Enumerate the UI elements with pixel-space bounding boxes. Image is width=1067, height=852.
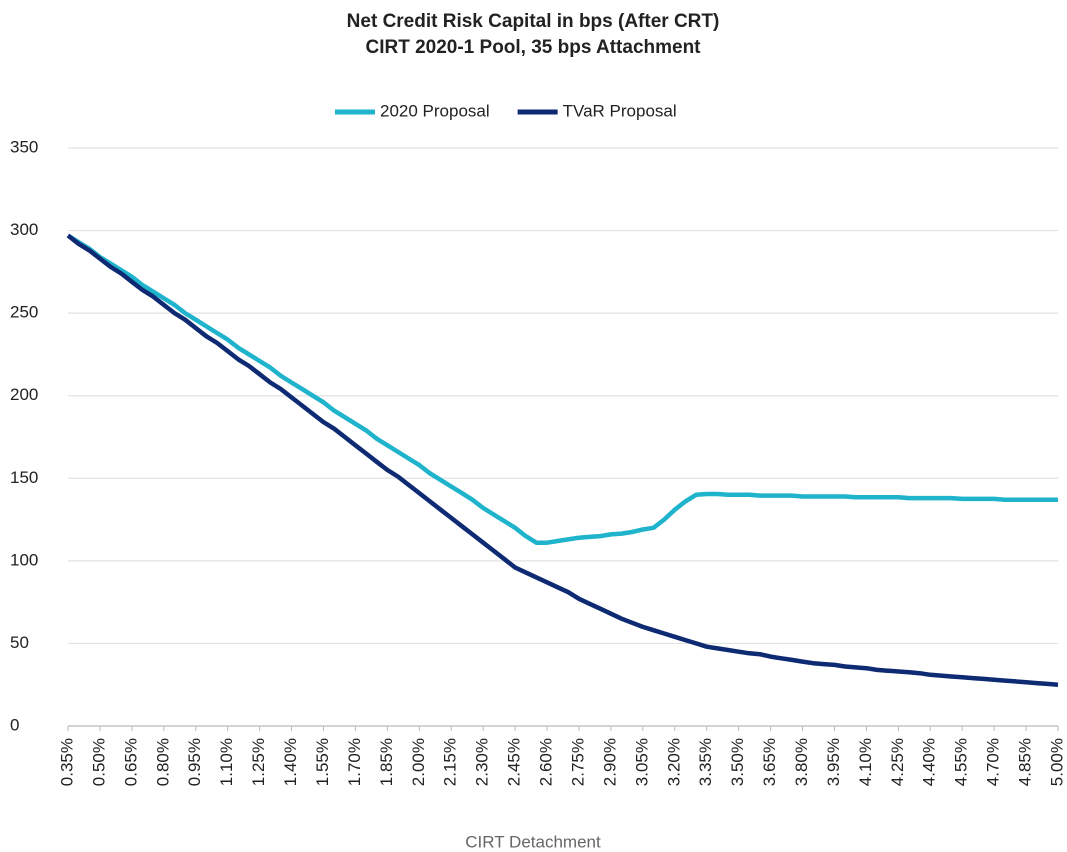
x-tick-label: 3.20% (664, 738, 683, 786)
x-tick-label: 4.25% (888, 738, 907, 786)
y-tick-label: 300 (10, 220, 38, 239)
x-tick-label: 4.85% (1016, 738, 1035, 786)
x-axis-label: CIRT Detachment (465, 832, 601, 851)
x-tick-label: 0.80% (153, 738, 172, 786)
y-tick-label: 0 (10, 715, 19, 734)
x-tick-label: 4.40% (920, 738, 939, 786)
x-tick-label: 1.85% (377, 738, 396, 786)
series-line (66, 233, 1058, 545)
legend-label: TVaR Proposal (563, 101, 677, 120)
x-tick-label: 2.75% (568, 738, 587, 786)
x-tick-label: 3.35% (696, 738, 715, 786)
series-line (66, 233, 1059, 687)
x-tick-label: 0.95% (185, 738, 204, 786)
x-tick-label: 1.55% (313, 738, 332, 786)
x-tick-label: 4.10% (856, 738, 875, 786)
y-tick-label: 100 (10, 550, 38, 569)
x-tick-label: 3.65% (760, 738, 779, 786)
y-tick-label: 350 (10, 137, 38, 156)
y-tick-label: 200 (10, 385, 38, 404)
x-tick-label: 2.45% (505, 738, 524, 786)
x-tick-label: 2.60% (537, 738, 556, 786)
x-tick-label: 2.90% (600, 738, 619, 786)
x-tick-label: 1.10% (217, 738, 236, 786)
x-tick-label: 3.50% (728, 738, 747, 786)
y-tick-label: 150 (10, 468, 38, 487)
chart-title: Net Credit Risk Capital in bps (After CR… (347, 11, 720, 32)
x-tick-label: 3.80% (792, 738, 811, 786)
y-tick-label: 50 (10, 633, 29, 652)
x-tick-label: 4.55% (952, 738, 971, 786)
x-tick-label: 5.00% (1047, 738, 1066, 786)
x-tick-label: 2.15% (441, 738, 460, 786)
x-tick-label: 1.70% (345, 738, 364, 786)
x-tick-label: 2.00% (409, 738, 428, 786)
x-tick-label: 3.05% (632, 738, 651, 786)
x-tick-label: 0.65% (121, 738, 140, 786)
x-tick-label: 4.70% (984, 738, 1003, 786)
x-tick-label: 0.35% (57, 738, 76, 786)
x-tick-label: 2.30% (473, 738, 492, 786)
x-tick-label: 1.25% (249, 738, 268, 786)
x-tick-label: 0.50% (89, 738, 108, 786)
y-tick-label: 250 (10, 303, 38, 322)
legend-label: 2020 Proposal (380, 101, 490, 120)
chart-subtitle: CIRT 2020-1 Pool, 35 bps Attachment (365, 37, 701, 58)
x-tick-label: 1.40% (281, 738, 300, 786)
x-tick-label: 3.95% (824, 738, 843, 786)
